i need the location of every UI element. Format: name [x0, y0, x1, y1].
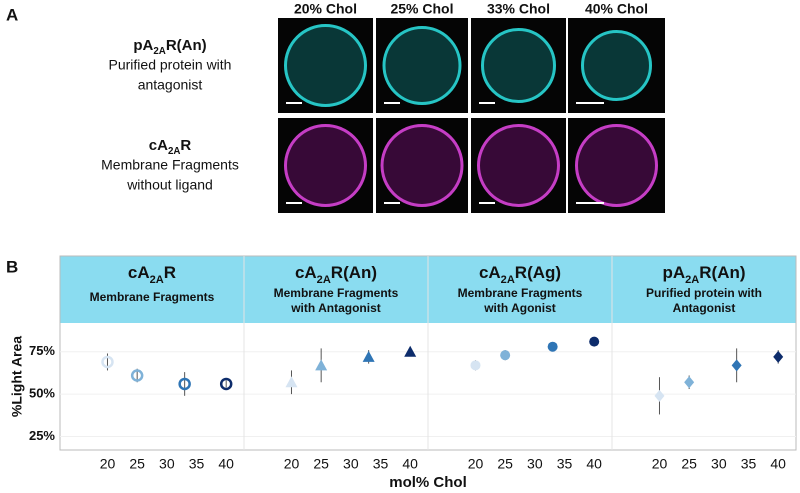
x-tick-label: 35	[189, 456, 205, 472]
y-tick-label: 50%	[29, 386, 55, 401]
point	[178, 377, 191, 391]
title-part: pA	[662, 263, 685, 282]
title-part: 2A	[501, 274, 515, 286]
column-header: 25% Chol	[390, 1, 453, 17]
x-tick-label: 25	[497, 456, 513, 472]
x-tick-label: 30	[527, 456, 543, 472]
title-part: 2A	[317, 274, 331, 286]
title-part: cA	[128, 263, 150, 282]
facet-subtitle: Membrane Fragments	[274, 286, 399, 300]
x-tick-label: 25	[129, 456, 145, 472]
title-part: cA	[295, 263, 317, 282]
x-tick-label: 35	[741, 456, 757, 472]
y-tick-label: 25%	[29, 428, 55, 443]
title: pA2AR(An)	[133, 37, 206, 57]
point	[731, 359, 742, 372]
panel-label: A	[6, 5, 18, 24]
title: pA2AR(An)	[662, 263, 745, 285]
facet-subtitle: Antagonist	[673, 301, 736, 315]
title-part: R	[164, 263, 176, 282]
point	[470, 360, 481, 371]
point	[547, 341, 558, 352]
title-part: cA	[149, 137, 168, 154]
column-header: 20% Chol	[294, 1, 357, 17]
point	[285, 376, 298, 388]
x-tick-label: 40	[586, 456, 602, 472]
title-part: 2A	[150, 274, 164, 286]
point	[101, 355, 114, 369]
row-label: without ligand	[126, 177, 213, 193]
vesicle	[481, 28, 556, 103]
vesicle	[380, 124, 464, 207]
x-tick-label: 40	[402, 456, 418, 472]
vesicle	[477, 124, 560, 207]
x-tick-label: 35	[557, 456, 573, 472]
facet-subtitle: with Antagonist	[290, 301, 381, 315]
column-header: 40% Chol	[585, 1, 648, 17]
x-tick-label: 25	[313, 456, 329, 472]
title: cA2AR(Ag)	[479, 263, 561, 285]
row-label: antagonist	[138, 77, 203, 93]
x-tick-label: 40	[218, 456, 234, 472]
point	[684, 376, 695, 389]
x-tick-label: 25	[681, 456, 697, 472]
point	[404, 345, 417, 357]
title-part: R(An)	[699, 263, 745, 282]
title-part: R(An)	[331, 263, 377, 282]
x-tick-label: 20	[284, 456, 300, 472]
row-label: Membrane Fragments	[101, 157, 239, 173]
title-part: cA	[479, 263, 501, 282]
title-part: R(An)	[166, 37, 207, 54]
point	[773, 350, 784, 363]
x-tick-label: 30	[159, 456, 175, 472]
column-header: 33% Chol	[487, 1, 550, 17]
x-tick-label: 20	[468, 456, 484, 472]
title-part: 2A	[168, 146, 180, 157]
title-part: 2A	[153, 46, 165, 57]
x-tick-label: 35	[373, 456, 389, 472]
title-part: pA	[133, 37, 153, 54]
point	[589, 336, 600, 347]
panel-label: B	[6, 257, 18, 276]
x-tick-label: 20	[100, 456, 116, 472]
point	[654, 389, 665, 402]
facet-subtitle: Purified protein with	[646, 286, 762, 300]
title-part: R	[180, 137, 191, 154]
title: cA2AR(An)	[295, 263, 377, 285]
point	[315, 359, 328, 371]
vesicle	[284, 24, 367, 107]
title: cA2AR	[128, 263, 176, 285]
title-part: 2A	[685, 274, 699, 286]
vesicle	[575, 124, 658, 207]
vesicle	[284, 124, 367, 207]
y-tick-label: 75%	[29, 343, 55, 358]
vesicle	[382, 26, 462, 105]
y-axis-label: %Light Area	[9, 336, 25, 417]
row-label: Purified protein with	[109, 57, 232, 73]
x-tick-label: 20	[652, 456, 668, 472]
facet-subtitle: Membrane Fragments	[458, 286, 583, 300]
point	[130, 369, 144, 382]
point	[362, 350, 375, 362]
facet-subtitle: with Agonist	[483, 301, 556, 315]
facet-subtitle: Membrane Fragments	[90, 290, 215, 304]
x-tick-label: 30	[343, 456, 359, 472]
x-tick-label: 30	[711, 456, 727, 472]
x-axis-label: mol% Chol	[389, 474, 467, 491]
title-part: R(Ag)	[515, 263, 561, 282]
x-tick-label: 40	[770, 456, 786, 472]
vesicle	[581, 30, 652, 101]
point	[219, 377, 233, 391]
title: cA2AR	[149, 137, 192, 157]
point	[500, 350, 511, 361]
